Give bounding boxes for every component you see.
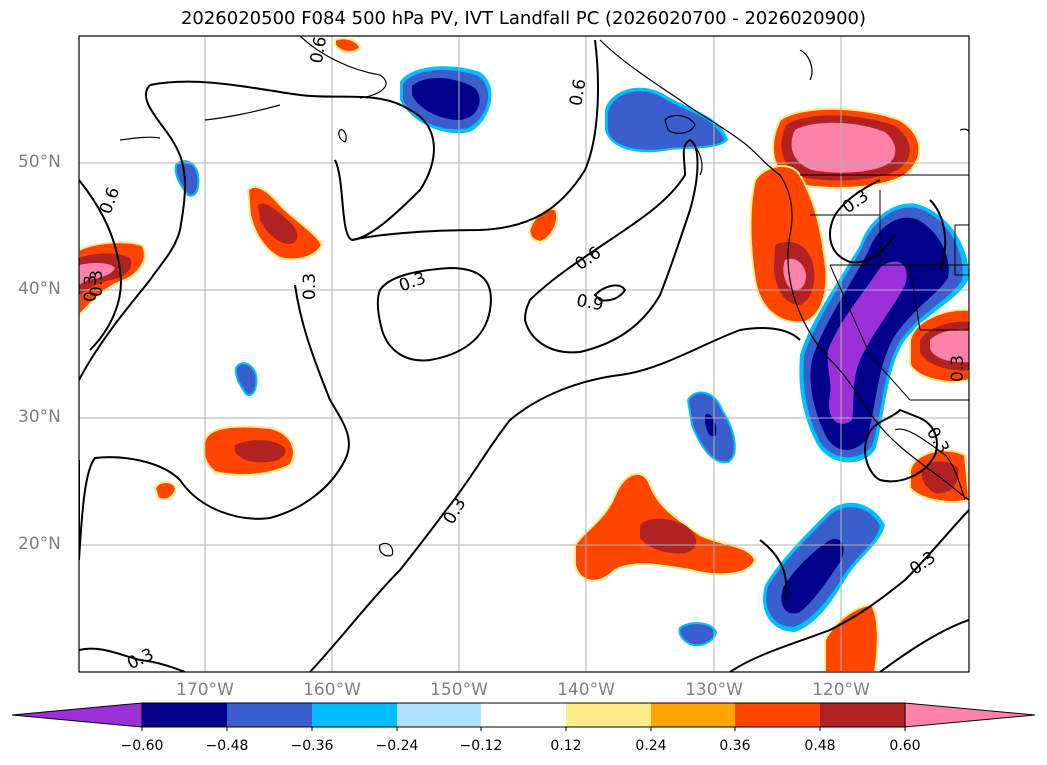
- colorbar-segment-10: [904, 702, 1036, 728]
- colorbar-tick-label: 0.60: [889, 738, 921, 754]
- lon-label: 120°W: [812, 680, 870, 700]
- contour-label: 0.3: [396, 268, 428, 296]
- contour-label: 0.9: [575, 291, 605, 315]
- colorbar-segment-4: [397, 703, 481, 727]
- negative-region-subtropical: [763, 502, 885, 632]
- positive-region-small-2: [153, 481, 178, 501]
- colorbar-segment-1: [142, 703, 227, 727]
- graticule: [79, 36, 969, 672]
- contour-label: 0.3: [87, 270, 107, 297]
- contour-label: 0.3: [81, 275, 101, 302]
- negative-region-alaska-panhandle: [605, 87, 728, 153]
- colorbar-segment-5: [481, 703, 566, 727]
- positive-region-small-3: [334, 37, 362, 53]
- contour-label: 0.3: [948, 355, 968, 382]
- positive-region-southwest: [909, 308, 969, 383]
- contour-label: 0.6: [96, 185, 124, 217]
- coastlines: [119, 36, 969, 557]
- colorbar-tick-label: −0.36: [290, 738, 334, 754]
- contour-label: 0.6: [307, 35, 331, 65]
- colorbar-segment-6: [566, 703, 651, 727]
- colorbar-tick-label: 0.36: [719, 738, 751, 754]
- map-fills: [79, 36, 969, 672]
- colorbar-tick-label: 0.48: [804, 738, 836, 754]
- contour-label: 0.3: [440, 494, 471, 527]
- colorbar-tick-label: 0.24: [635, 738, 667, 754]
- contour-label: 0.3: [124, 645, 157, 675]
- colorbar-tick-label: 0.12: [550, 738, 582, 754]
- contour-label: 0.3: [839, 186, 873, 218]
- colorbar-segment-8: [735, 703, 820, 727]
- lat-label: 30°N: [18, 407, 61, 427]
- contour-label: 0.6: [566, 77, 590, 107]
- negative-region-small-2: [174, 160, 200, 197]
- positive-region-northwest: [246, 185, 324, 261]
- map-frame: [78, 35, 970, 673]
- positive-region-central-pacific: [574, 472, 757, 582]
- negative-region-small-3: [234, 362, 258, 396]
- lat-label: 40°N: [18, 279, 61, 299]
- colorbar-segment-7: [651, 703, 735, 727]
- positive-region-small-1: [528, 207, 558, 244]
- pv-contours: [79, 39, 969, 672]
- lon-label: 160°W: [303, 680, 361, 700]
- colorbar-tick-label: −0.24: [375, 738, 419, 754]
- negative-region-gulf-alaska: [400, 66, 492, 134]
- positive-region-far-west: [79, 241, 146, 317]
- positive-region-western: [202, 425, 295, 477]
- colorbar-segment-2: [227, 703, 312, 727]
- lat-label: 50°N: [18, 152, 61, 172]
- colorbar-tick-label: −0.12: [459, 738, 503, 754]
- lon-label: 170°W: [176, 680, 234, 700]
- positive-region-south: [824, 603, 879, 672]
- negative-region-west-coast: [799, 203, 969, 463]
- negative-region-small-4: [678, 622, 718, 647]
- state-borders: [800, 174, 969, 401]
- colorbar-segment-3: [312, 703, 397, 727]
- colorbar-tick-label: −0.60: [120, 738, 164, 754]
- lat-label: 20°N: [18, 534, 61, 554]
- colorbar-tick-label: −0.48: [205, 738, 249, 754]
- colorbar: [11, 702, 1036, 731]
- lon-label: 140°W: [557, 680, 615, 700]
- lon-label: 150°W: [430, 680, 488, 700]
- colorbar-segment-0: [11, 702, 143, 728]
- contour-label: 0.3: [300, 273, 320, 300]
- colorbar-segment-9: [820, 703, 905, 727]
- lon-label: 130°W: [685, 680, 743, 700]
- chart-title: 2026020500 F084 500 hPa PV, IVT Landfall…: [180, 8, 867, 29]
